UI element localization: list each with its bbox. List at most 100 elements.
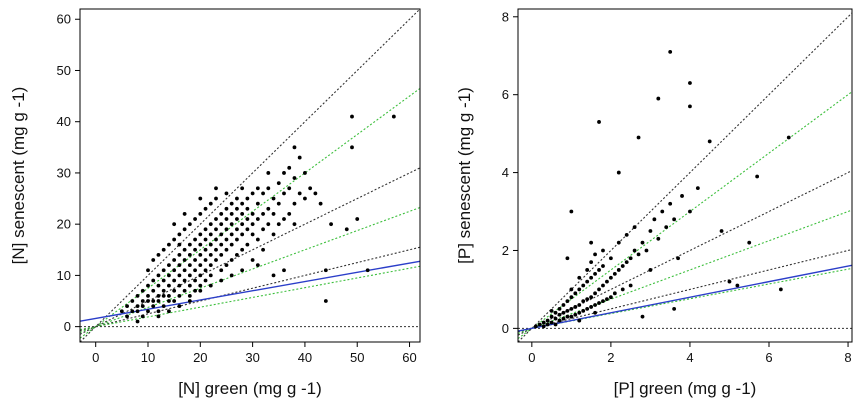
data-point [182, 268, 187, 273]
data-point [235, 227, 239, 232]
data-point [628, 283, 633, 288]
data-point [549, 320, 554, 325]
data-point [172, 237, 177, 242]
data-point [688, 209, 692, 214]
y-tick-label: 60 [57, 12, 71, 27]
y-axis-label: [P] senescent (mg g -1) [455, 87, 474, 264]
data-point [156, 253, 161, 257]
data-point [640, 314, 645, 319]
data-point [561, 303, 566, 307]
data-point [229, 222, 234, 227]
data-point [282, 268, 286, 273]
data-point [323, 299, 328, 303]
data-point [187, 222, 192, 227]
data-point [620, 287, 625, 292]
data-point [605, 279, 609, 284]
data-point [648, 268, 653, 272]
data-point [156, 283, 161, 288]
plot-frame [517, 8, 853, 343]
data-point [156, 314, 161, 319]
data-point [198, 196, 203, 201]
data-point [240, 268, 245, 273]
y-tick-label: 30 [57, 165, 71, 180]
data-point [151, 304, 156, 309]
data-point [219, 232, 224, 237]
data-point [593, 310, 597, 315]
data-point [365, 268, 370, 273]
data-point [303, 171, 307, 175]
data-point [161, 293, 166, 298]
data-point [146, 293, 150, 298]
data-point [177, 242, 182, 247]
x-tick-label: 0 [528, 350, 535, 365]
data-point [182, 288, 187, 293]
data-point [240, 247, 245, 252]
data-point [664, 225, 669, 230]
data-point [182, 278, 187, 283]
data-point [255, 201, 260, 206]
reference-line-4 [80, 246, 420, 332]
x-tick-label: 60 [402, 350, 416, 365]
data-point [628, 256, 633, 261]
data-point [172, 299, 177, 303]
data-point [214, 196, 218, 201]
data-point [585, 268, 590, 272]
data-point [620, 264, 625, 268]
data-point [240, 212, 245, 216]
data-point [735, 283, 740, 288]
data-point [177, 304, 182, 309]
data-point [585, 279, 590, 284]
data-point [219, 242, 224, 247]
data-point [569, 209, 574, 214]
data-point [557, 312, 562, 317]
data-point [177, 253, 182, 257]
data-point [214, 258, 218, 262]
reference-line-1 [518, 91, 852, 340]
data-point [193, 278, 197, 283]
data-point [177, 293, 182, 298]
data-point [355, 217, 360, 221]
data-point [545, 318, 550, 323]
data-point [119, 309, 124, 314]
data-point [224, 247, 229, 252]
data-point [198, 242, 203, 247]
data-point [557, 306, 562, 311]
y-tick-label: 4 [502, 165, 509, 180]
data-point [688, 81, 692, 85]
data-point [161, 268, 166, 273]
reference-line-0 [518, 12, 852, 342]
data-point [177, 273, 182, 278]
data-point [640, 240, 645, 245]
data-point [589, 240, 594, 245]
data-point [255, 186, 260, 191]
y-tick-label: 2 [502, 243, 509, 258]
reference-line-4 [518, 248, 852, 333]
reference-line-5 [80, 265, 420, 331]
data-point [135, 319, 140, 324]
data-point [308, 186, 313, 191]
data-point [648, 229, 653, 233]
data-point [553, 310, 558, 315]
y-tick-label: 0 [502, 321, 509, 336]
data-point [755, 174, 760, 179]
data-point [187, 253, 192, 257]
data-point [601, 283, 605, 288]
data-point [187, 273, 192, 278]
data-point [140, 314, 145, 319]
data-point [632, 225, 637, 230]
data-point [198, 283, 203, 288]
data-point [612, 291, 617, 296]
data-point [208, 263, 213, 268]
data-point [224, 191, 229, 196]
data-point [161, 304, 166, 309]
data-point [271, 212, 276, 216]
data-point [668, 201, 673, 206]
data-point [203, 258, 208, 262]
data-point [198, 253, 203, 257]
data-point [146, 309, 150, 314]
data-point [161, 247, 166, 252]
data-point [612, 271, 617, 276]
data-point [245, 217, 250, 221]
data-point [240, 222, 245, 227]
data-point [235, 196, 239, 201]
